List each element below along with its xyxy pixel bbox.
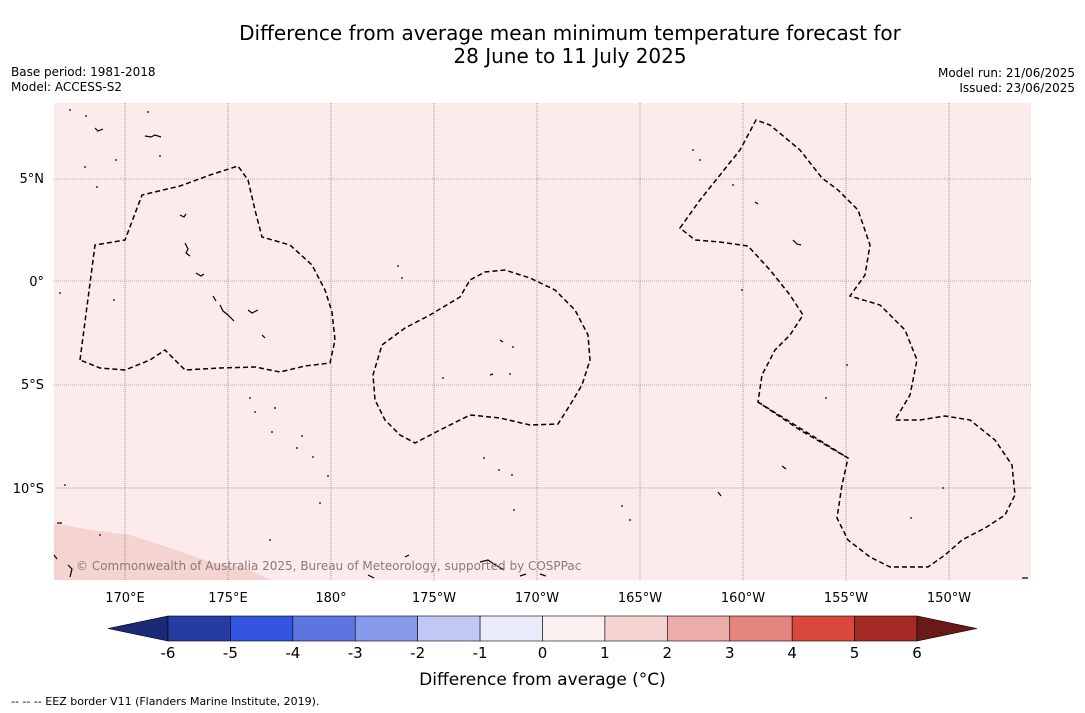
lat-label-0: 0° <box>29 275 44 290</box>
colorbar-segment <box>667 615 731 642</box>
lon-label-160w: 160°W <box>721 591 765 606</box>
colorbar-tick-label: -6 <box>160 644 176 662</box>
colorbar-segment <box>729 615 793 642</box>
issued-text: Issued: 23/06/2025 <box>959 81 1075 95</box>
colorbar-segment <box>479 615 543 642</box>
colorbar-tick-label: 5 <box>849 644 860 662</box>
colorbar-tick-label: -3 <box>347 644 363 662</box>
base-period-text: Base period: 1981-2018 <box>11 65 156 79</box>
model-text: Model: ACCESS-S2 <box>11 80 123 94</box>
lon-label-180: 180° <box>315 591 346 606</box>
latitude-labels: 5°N 0° 5°S 10°S <box>13 172 44 497</box>
colorbar-segment <box>230 615 294 642</box>
colorbar-segment <box>354 615 418 642</box>
eez-borders <box>79 119 1016 568</box>
colorbar-tick-label: -2 <box>410 644 426 662</box>
colorbar-segment <box>604 615 668 642</box>
map-background <box>54 103 1031 580</box>
title-line-2: 28 June to 11 July 2025 <box>453 44 687 68</box>
title-line-1: Difference from average mean minimum tem… <box>239 21 901 45</box>
lon-label-170w: 170°W <box>515 591 559 606</box>
lon-label-150w: 150°W <box>927 591 971 606</box>
colorbar-title: Difference from average (°C) <box>419 670 666 690</box>
lat-label-5n: 5°N <box>20 172 45 187</box>
lat-label-10s: 10°S <box>13 482 44 497</box>
base-period-info: Base period: 1981-2018 Model: ACCESS-S2 <box>11 65 156 95</box>
lon-label-155w: 155°W <box>824 591 868 606</box>
colorbar-tick-label: 3 <box>724 644 735 662</box>
colorbar-segment <box>791 615 855 642</box>
lon-label-175e: 175°E <box>208 591 248 606</box>
gridlines <box>54 103 1031 580</box>
warm-anomaly-region <box>54 523 272 580</box>
lon-label-175w: 175°W <box>412 591 456 606</box>
lat-label-5s: 5°S <box>21 378 44 393</box>
longitude-labels: 170°E 175°E 180° 175°W 170°W 165°W 160°W… <box>105 591 971 606</box>
colorbar-tick-label: -4 <box>285 644 301 662</box>
islands <box>53 127 1028 579</box>
lon-label-170e: 170°E <box>105 591 145 606</box>
eez-south-boundary <box>757 401 849 459</box>
colorbar-segment <box>292 615 356 642</box>
copyright-notice: © Commonwealth of Australia 2025, Bureau… <box>76 559 582 573</box>
colorbar-tick-label: -1 <box>472 644 488 662</box>
colorbar-over-arrow <box>916 615 978 642</box>
map-title: Difference from average mean minimum tem… <box>0 22 1085 68</box>
colorbar-tick-label: 2 <box>662 644 673 662</box>
model-run-text: Model run: 21/06/2025 <box>937 66 1075 80</box>
colorbar-tick-label: 4 <box>787 644 797 662</box>
lon-label-165w: 165°W <box>618 591 662 606</box>
colorbar-segment <box>167 615 231 642</box>
colorbar-segment <box>854 615 918 642</box>
colorbar-segment <box>542 615 606 642</box>
eez-line-islands <box>678 119 1016 568</box>
eez-phoenix-islands <box>372 269 591 444</box>
colorbar-tick-label: -5 <box>222 644 238 662</box>
colorbar <box>107 615 978 642</box>
model-run-info: Model run: 21/06/2025 Issued: 23/06/2025 <box>938 66 1075 96</box>
colorbar-tick-label: 0 <box>537 644 548 662</box>
small-islets <box>59 109 944 541</box>
colorbar-tick-label: 6 <box>912 644 922 662</box>
colorbar-under-arrow <box>107 615 169 642</box>
colorbar-tick-label: 1 <box>600 644 610 662</box>
colorbar-segment <box>417 615 481 642</box>
eez-legend-note: -- -- -- EEZ border V11 (Flanders Marine… <box>11 695 320 708</box>
